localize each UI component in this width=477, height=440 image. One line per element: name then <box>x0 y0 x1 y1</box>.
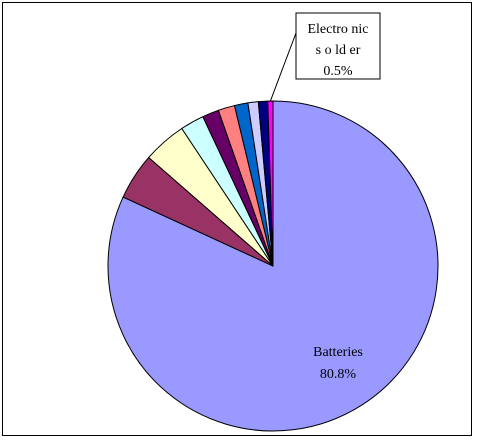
batteries-percent-label: 80.8% <box>320 367 357 382</box>
batteries-label: Batteries <box>313 345 363 360</box>
electronic-solder-percent-label: 0.5% <box>323 64 353 79</box>
electronic-solder-label-line1: Electro nic <box>307 22 368 37</box>
pie-slice-9 <box>267 100 274 267</box>
electronic-solder-label-line2: s o ld er <box>316 43 361 58</box>
electronic-solder-label-box <box>295 12 381 80</box>
electronic-solder-leader-line <box>269 32 297 102</box>
